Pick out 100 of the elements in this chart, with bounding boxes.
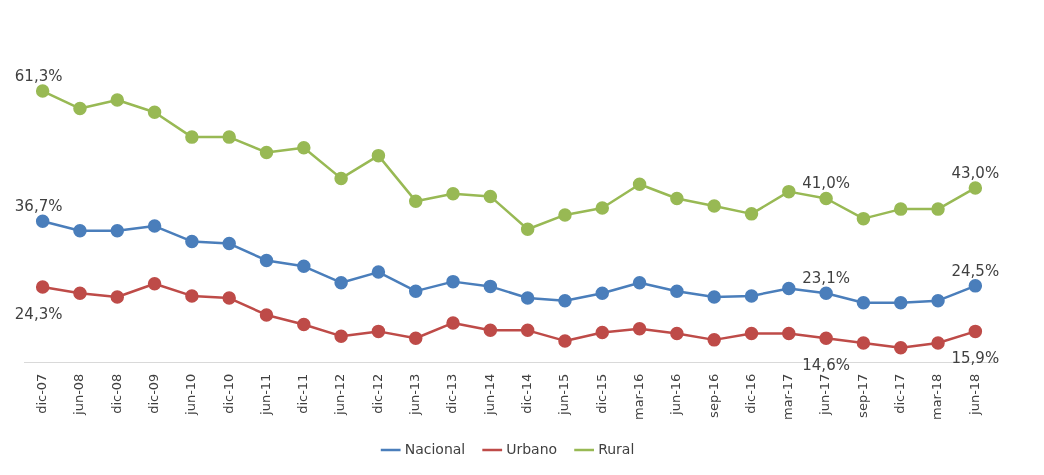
legend-label: Rural	[598, 440, 635, 457]
point	[73, 286, 87, 301]
point	[35, 280, 50, 294]
point	[446, 187, 460, 201]
point	[446, 274, 460, 289]
x-tick-label: dic-15	[593, 373, 609, 414]
point	[222, 236, 236, 251]
point	[408, 194, 423, 208]
x-tick-label: jun-17	[817, 373, 833, 416]
x-tick-label: dic-07	[34, 373, 50, 414]
point	[744, 289, 759, 303]
point	[856, 211, 871, 226]
point	[371, 148, 386, 163]
point	[558, 293, 572, 308]
point	[856, 336, 871, 350]
point	[147, 105, 162, 119]
data-label: 14,6%	[802, 356, 850, 375]
point	[558, 334, 572, 348]
data-label: 24,5%	[951, 261, 1000, 280]
point	[931, 202, 945, 216]
x-tick-label: dic-09	[145, 373, 161, 414]
x-tick-label: sep-16	[705, 373, 721, 418]
point	[968, 279, 983, 293]
x-tick-label: dic-16	[742, 373, 758, 414]
data-label: 41,0%	[802, 174, 850, 193]
data-label: 23,1%	[802, 269, 850, 288]
point	[110, 224, 125, 238]
point	[483, 279, 498, 294]
point	[558, 208, 572, 222]
point	[707, 290, 721, 304]
x-tick-label: dic-12	[369, 373, 385, 414]
point	[819, 286, 833, 301]
data-label: 61,3%	[14, 66, 63, 85]
point	[670, 284, 684, 298]
point	[931, 336, 945, 350]
point	[35, 84, 50, 98]
x-tick-label: mar-17	[780, 373, 796, 421]
x-tick-label: mar-16	[630, 373, 646, 421]
x-tick-label: jun-13	[407, 373, 423, 416]
x-tick-label: jun-15	[556, 373, 572, 416]
point	[595, 286, 610, 301]
point	[185, 130, 199, 144]
point	[595, 201, 610, 215]
point	[819, 191, 833, 206]
point	[670, 326, 684, 341]
point	[297, 317, 311, 332]
x-tick-label: dic-13	[444, 373, 460, 414]
point	[147, 277, 162, 291]
point	[632, 177, 647, 191]
point	[782, 184, 796, 199]
x-tick-label: dic-11	[295, 373, 311, 414]
point	[35, 214, 50, 229]
point	[782, 281, 796, 296]
data-label: 24,3%	[14, 304, 63, 323]
legend-label: Urbano	[506, 440, 558, 457]
point	[520, 323, 535, 338]
point	[968, 181, 983, 195]
point	[297, 140, 311, 155]
x-tick-label: sep-17	[854, 373, 870, 418]
point	[73, 224, 87, 238]
point	[259, 253, 274, 268]
data-label: 15,9%	[951, 349, 1000, 368]
x-tick-label: jun-14	[481, 373, 497, 416]
point	[371, 324, 386, 339]
point	[782, 326, 796, 341]
point	[73, 101, 87, 116]
point	[670, 191, 684, 206]
point	[371, 265, 386, 279]
point	[520, 222, 535, 236]
point	[110, 290, 125, 304]
point	[259, 308, 274, 322]
x-tick-label: jun-16	[668, 373, 684, 416]
point	[893, 341, 908, 355]
x-tick-label: dic-08	[108, 373, 124, 414]
x-tick-label: jun-10	[183, 373, 199, 416]
point	[595, 325, 610, 340]
point	[744, 207, 759, 221]
point	[185, 289, 199, 303]
point	[968, 324, 983, 339]
point	[632, 275, 647, 290]
data-label: 36,7%	[14, 197, 63, 216]
point	[483, 323, 498, 338]
legend-label: Nacional	[404, 440, 466, 457]
data-label: 43,0%	[951, 163, 1000, 182]
point	[334, 275, 348, 290]
point	[147, 219, 162, 233]
point	[931, 293, 945, 308]
point	[744, 326, 759, 341]
point	[110, 93, 125, 107]
point	[893, 202, 908, 216]
point	[446, 316, 460, 330]
point	[222, 291, 236, 305]
x-tick-label: dic-10	[220, 373, 236, 414]
point	[856, 296, 871, 310]
point	[408, 284, 423, 298]
point	[297, 259, 311, 274]
x-tick-label: mar-18	[929, 373, 945, 421]
x-tick-label: jun-08	[71, 373, 87, 416]
x-tick-label: dic-14	[519, 373, 535, 414]
point	[707, 333, 721, 347]
